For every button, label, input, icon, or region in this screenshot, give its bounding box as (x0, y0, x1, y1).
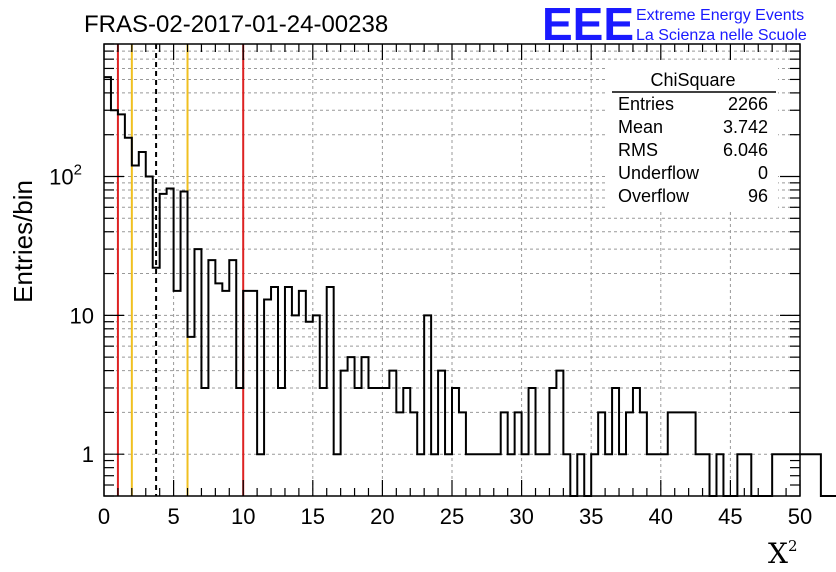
stats-label: Mean (618, 117, 663, 137)
stats-value: 96 (748, 186, 768, 206)
x-tick-label: 35 (579, 504, 603, 529)
stats-label: Underflow (618, 163, 700, 183)
x-tick-label: 25 (440, 504, 464, 529)
x-tick-label: 5 (167, 504, 179, 529)
stats-label: Overflow (618, 186, 690, 206)
x-tick-label: 0 (98, 504, 110, 529)
stats-title: ChiSquare (650, 70, 735, 90)
stats-value: 6.046 (723, 140, 768, 160)
stats-label: Entries (618, 94, 674, 114)
stats-label: RMS (618, 140, 658, 160)
x-tick-label: 10 (231, 504, 255, 529)
run-title: FRAS-02-2017-01-24-00238 (84, 11, 388, 38)
x-tick-label: 30 (509, 504, 533, 529)
logo-tagline-1: Extreme Energy Events (636, 7, 804, 24)
histogram-line (104, 76, 836, 497)
x-tick-label: 50 (788, 504, 812, 529)
x-tick-label: 20 (370, 504, 394, 529)
stats-value: 2266 (728, 94, 768, 114)
axis-ticks (103, 43, 801, 497)
y-tick-label: 10 (70, 303, 94, 328)
stats-value: 3.742 (723, 117, 768, 137)
x-tick-label: 40 (649, 504, 673, 529)
x-axis-label: X2 (768, 537, 797, 570)
x-tick-label: 45 (718, 504, 742, 529)
stats-box: ChiSquare Entries 2266 Mean 3.742 RMS 6.046 Un… (608, 62, 778, 210)
y-axis-label: Entries/bin (8, 180, 38, 303)
y-tick-label: 102 (49, 161, 82, 189)
logo-mark: EEE (542, 0, 634, 50)
stats-value: 0 (758, 163, 768, 183)
axis-tick-labels: 0 5 10 15 20 25 30 35 40 45 50 1 10 102 (49, 161, 812, 529)
y-tick-label: 1 (82, 442, 94, 467)
logo-tagline-2: La Scienza nelle Scuole (636, 27, 807, 44)
x-tick-label: 15 (301, 504, 325, 529)
